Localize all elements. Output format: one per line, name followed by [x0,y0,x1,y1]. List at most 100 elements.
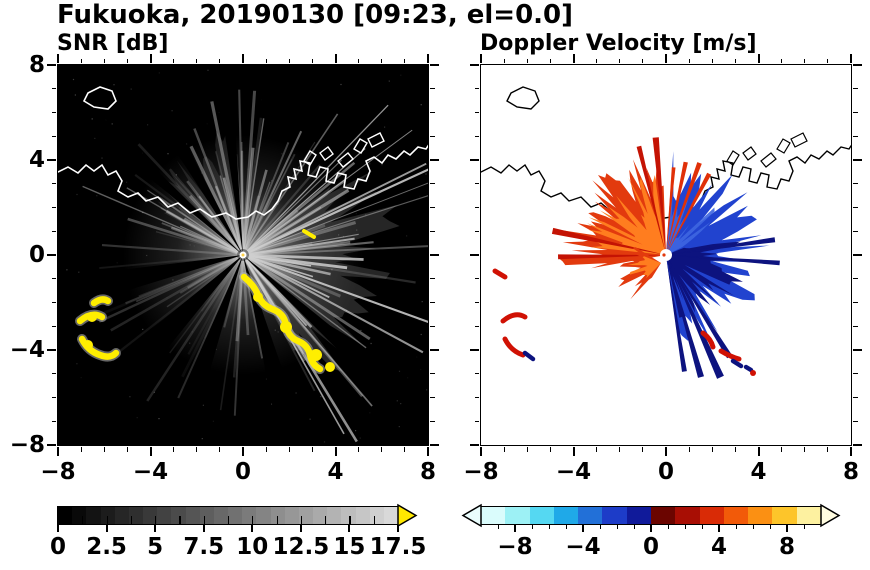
axis-tick [480,447,482,456]
axis-minor-tick [688,447,690,452]
colorbar-tick-label: −4 [565,534,601,560]
axis-minor-tick [781,58,783,63]
axis-tick [665,447,667,456]
colorbar-notch [155,516,157,524]
axis-tick [47,159,56,161]
axis-minor-tick [381,58,383,63]
colorbar-segment [481,507,506,524]
colorbar-notch [203,516,205,524]
colorbar-notch [532,525,534,529]
colorbar-notch [179,516,181,524]
axis-tick [430,64,439,66]
axis-minor-tick [781,447,783,452]
axis-minor-tick [853,420,858,422]
colorbar-notch [300,516,303,524]
axis-minor-tick [642,58,644,63]
axis-tick [665,54,667,63]
colorbar-notch [634,525,636,529]
y-tick-label: −4 [9,337,45,363]
axis-minor-tick [196,58,198,63]
colorbar-tick [105,525,108,532]
axis-minor-tick [853,301,858,304]
axis-minor-tick [358,58,360,63]
axis-tick [427,447,429,456]
axis-tick [470,64,479,66]
axis-minor-tick [126,447,128,452]
colorbar-notch [349,516,351,524]
colorbar-tick-label: 12.5 [272,534,330,560]
colorbar-tick-label: 10 [236,534,269,560]
axis-minor-tick [430,396,435,399]
colorbar-notch [617,525,619,529]
axis-minor-tick [526,447,528,452]
axis-minor-tick [549,447,551,452]
axis-tick [480,54,482,63]
colorbar-notch [276,516,278,524]
axis-minor-tick [474,301,479,304]
colorbar-segment [270,507,286,524]
axis-tick [853,444,862,446]
colorbar-notch [566,525,568,529]
colorbar-segment [185,507,201,524]
colorbar-segment [228,507,243,524]
snr-panel-title: SNR [dB] [57,31,169,56]
colorbar-notch [82,516,84,524]
x-tick-label: 4 [750,459,767,485]
axis-minor-tick [103,58,105,63]
colorbar-notch [228,516,230,524]
colorbar-tick [299,525,302,532]
colorbar-segment [553,507,579,524]
axis-tick [47,64,56,66]
colorbar-segment [199,507,215,524]
colorbar-segment [529,507,555,524]
axis-minor-tick [853,325,858,327]
velocity-over-arrow-icon [820,503,841,528]
axis-minor-tick [827,58,829,63]
axis-minor-tick [503,447,505,452]
x-tick-label: 0 [657,459,675,485]
axis-tick [430,159,439,161]
colorbar-segment [313,507,328,524]
colorbar-tick [582,525,584,532]
colorbar-segment [128,507,144,524]
colorbar-segment [114,507,130,524]
colorbar-segment [143,507,158,524]
colorbar-tick-label: 2.5 [86,534,127,560]
axis-minor-tick [430,325,435,327]
snr-plot: −8 8 −4 4 0 0 4 −4 8 −8 [10,52,439,485]
velocity-colorbar: −8 −4 0 4 8 [461,503,841,560]
axis-minor-tick [853,111,858,114]
axis-tick [572,54,575,63]
axis-minor-tick [853,206,858,209]
colorbar-segment [578,507,603,524]
axis-tick [850,447,852,456]
axis-minor-tick [311,447,313,452]
colorbar-segment [213,507,229,524]
colorbar-notch [325,516,327,524]
colorbar-tick-label: 4 [710,534,728,560]
colorbar-notch [130,516,133,524]
velocity-under-arrow-icon [461,503,482,528]
axis-tick [572,447,575,456]
axis-minor-tick [358,447,360,452]
axis-minor-tick [288,447,290,452]
colorbar-notch [736,525,738,529]
axis-minor-tick [430,88,435,90]
colorbar-segment [157,507,172,524]
x-tick-label: −4 [132,459,169,485]
colorbar-segment [772,507,798,524]
axis-tick [430,254,439,256]
colorbar-tick-label: 5 [147,534,164,560]
axis-tick [430,444,439,446]
axis-minor-tick [265,58,267,63]
colorbar-tick [718,525,720,532]
colorbar-tick-label: −8 [497,534,533,560]
colorbar-notch [753,525,755,529]
x-tick-label: −8 [463,459,499,485]
axis-tick [850,54,852,63]
axis-tick [47,254,56,256]
colorbar-segment [100,507,116,524]
x-tick-label: 0 [234,459,252,485]
axis-tick [757,447,760,456]
axis-minor-tick [619,447,621,452]
